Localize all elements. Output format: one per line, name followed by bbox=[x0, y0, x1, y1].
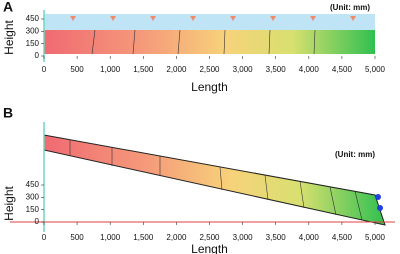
stress-field bbox=[44, 30, 375, 54]
x-tick-label: 2,000 bbox=[166, 233, 187, 242]
x-tick-label: 500 bbox=[70, 233, 84, 242]
x-tick-label: 2,500 bbox=[199, 65, 220, 74]
x-tick-label: 0 bbox=[42, 65, 47, 74]
unit-note: (Unit: mm) bbox=[330, 3, 370, 12]
y-tick-label: 150 bbox=[26, 39, 40, 48]
x-tick-label: 500 bbox=[70, 65, 84, 74]
load-markers bbox=[70, 16, 356, 21]
x-tick-label: 1,500 bbox=[133, 65, 154, 74]
y-tick-label: 300 bbox=[26, 26, 40, 35]
x-tick-label: 1,500 bbox=[133, 233, 154, 242]
x-tick-label: 4,500 bbox=[332, 65, 353, 74]
x-tick-label: 2,000 bbox=[166, 65, 187, 74]
x-tick-label: 5,000 bbox=[365, 233, 386, 242]
y-axis-title: Height bbox=[2, 185, 16, 220]
y-tick-label: 450 bbox=[26, 14, 40, 23]
support-zone bbox=[44, 14, 375, 30]
stress-field bbox=[43, 134, 386, 226]
y-tick-label: 0 bbox=[35, 217, 40, 226]
panel-label: A bbox=[3, 0, 13, 15]
x-tick-label: 4,000 bbox=[299, 65, 320, 74]
element-lines bbox=[69, 140, 363, 221]
y-tick-label: 0 bbox=[35, 51, 40, 60]
x-tick-label: 3,500 bbox=[266, 233, 287, 242]
x-tick-label: 4,000 bbox=[299, 233, 320, 242]
x-axis-title: Length bbox=[191, 80, 228, 94]
y-axis-title: Height bbox=[2, 19, 16, 54]
y-tick-label: 300 bbox=[26, 192, 40, 201]
element-lines bbox=[91, 29, 316, 55]
unit-note: (Unit: mm) bbox=[335, 150, 375, 159]
x-tick-label: 2,500 bbox=[199, 233, 220, 242]
x-tick-label: 1,000 bbox=[100, 233, 121, 242]
x-tick-label: 4,500 bbox=[332, 233, 353, 242]
panel-label: B bbox=[3, 105, 13, 121]
x-axis-title: Length bbox=[191, 242, 228, 254]
support-node bbox=[377, 205, 383, 211]
x-tick-label: 3,000 bbox=[233, 65, 254, 74]
y-tick-label: 450 bbox=[26, 180, 40, 189]
x-tick-label: 5,000 bbox=[365, 65, 386, 74]
support-node bbox=[375, 194, 381, 200]
x-tick-label: 1,000 bbox=[100, 65, 121, 74]
x-tick-label: 3,500 bbox=[266, 65, 287, 74]
x-tick-label: 3,000 bbox=[233, 233, 254, 242]
y-tick-label: 150 bbox=[26, 205, 40, 214]
x-tick-label: 0 bbox=[42, 233, 47, 242]
